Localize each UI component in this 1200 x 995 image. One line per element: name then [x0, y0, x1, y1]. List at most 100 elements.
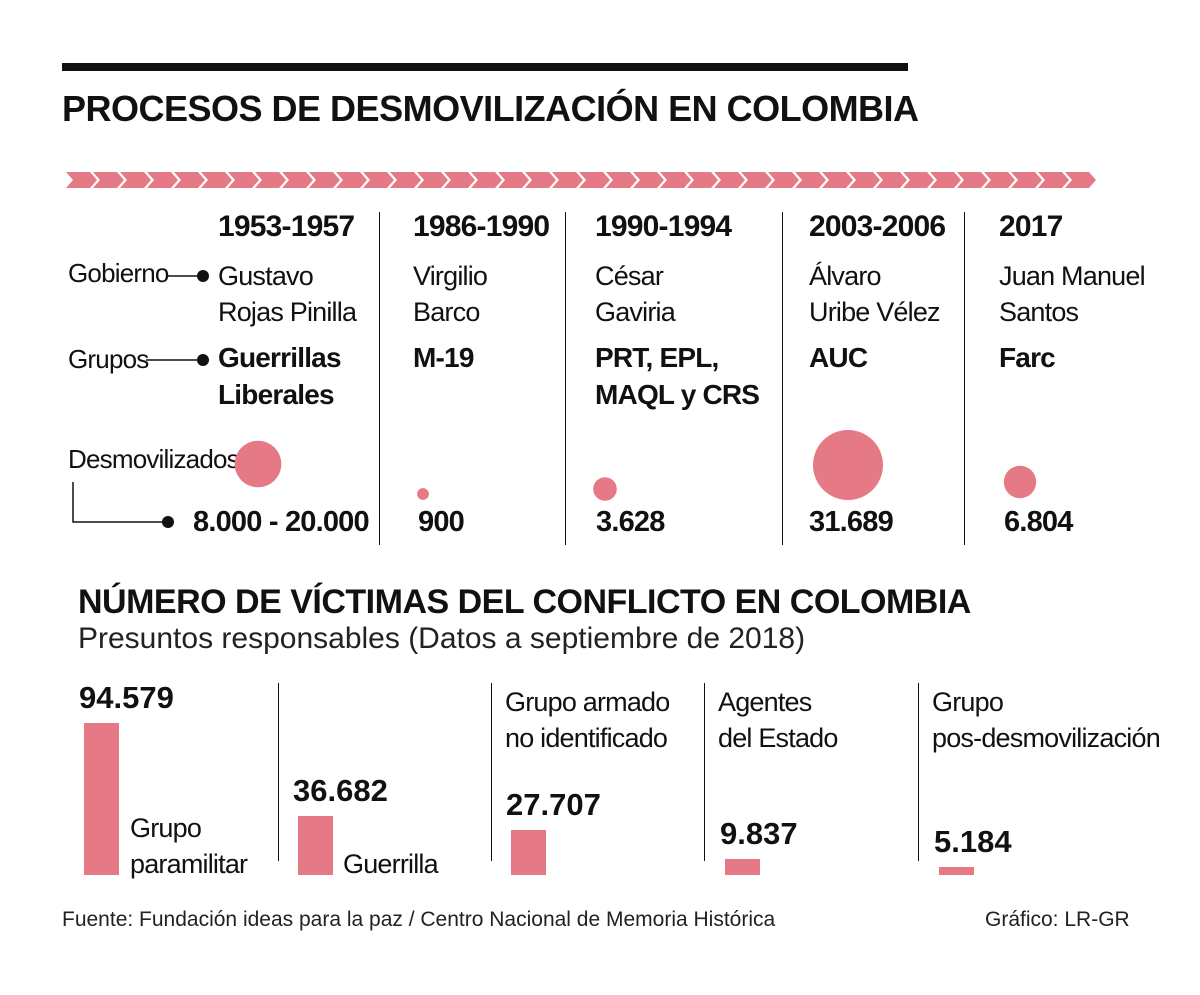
chevron-32 [930, 172, 961, 188]
process-years: 2003-2006 [809, 210, 946, 243]
process-group: Guerrillas [218, 342, 342, 373]
bar-label-paramilitar: paramilitar [130, 849, 248, 879]
chevron-27 [795, 172, 826, 188]
bar-separator [278, 683, 279, 861]
process-demobilized: 31.689 [809, 506, 894, 538]
bar-value-guerrilla: 36.682 [293, 773, 388, 809]
chevron-12 [390, 172, 421, 188]
chevron-band [66, 172, 1096, 188]
bubble-1953-1957 [234, 440, 282, 488]
bar-label-paramilitar: Grupo [130, 813, 202, 843]
bar-separator [491, 683, 492, 861]
chevron-29 [849, 172, 880, 188]
row-connectors [72, 270, 209, 528]
chevron-22 [660, 172, 691, 188]
column-separator [782, 212, 783, 545]
bar-label-guerrilla: Guerrilla [343, 849, 439, 879]
bar-label-pos-desmovilizacion: Grupo [932, 687, 1004, 717]
demobilized-bubbles [234, 430, 1037, 501]
chevron-5 [201, 172, 232, 188]
chevron-28 [822, 172, 853, 188]
bar-value-agentes-estado: 9.837 [720, 816, 798, 852]
process-government: César [595, 261, 664, 291]
bar-no-identificado [511, 830, 546, 875]
column-separator [964, 212, 965, 545]
process-government: Barco [413, 297, 480, 327]
process-government: Rojas Pinilla [218, 297, 357, 327]
process-group: MAQL y CRS [595, 379, 760, 410]
bar-label-agentes-estado: del Estado [718, 723, 838, 753]
process-group: Liberales [218, 379, 335, 410]
chevron-6 [228, 172, 259, 188]
chevron-26 [768, 172, 799, 188]
chevron-37 [1065, 172, 1096, 188]
process-years: 2017 [999, 210, 1063, 243]
bar-label-no-identificado: no identificado [505, 723, 668, 753]
chevron-19 [579, 172, 610, 188]
chevron-16 [498, 172, 529, 188]
bar-value-paramilitar: 94.579 [79, 680, 174, 715]
bar-label-pos-desmovilizacion: pos-desmovilización [932, 723, 1161, 753]
connector-dot-gobierno [197, 270, 209, 282]
connector-desmovilizados [72, 482, 165, 523]
process-government: Uribe Vélez [809, 297, 941, 327]
victims-title: NÚMERO DE VÍCTIMAS DEL CONFLICTO EN COLO… [78, 583, 971, 621]
chevron-35 [1011, 172, 1042, 188]
bar-separator [918, 683, 919, 861]
bar-label-no-identificado: Grupo armado [505, 687, 670, 717]
chevron-8 [282, 172, 313, 188]
chevron-3 [147, 172, 178, 188]
bar-label-agentes-estado: Agentes [718, 687, 812, 717]
chevron-34 [984, 172, 1015, 188]
chevron-36 [1038, 172, 1069, 188]
footer-source: Fuente: Fundación ideas para la paz / Ce… [62, 908, 776, 931]
chevron-23 [687, 172, 718, 188]
process-government: Virgilio [413, 261, 488, 291]
process-group: M-19 [413, 342, 474, 373]
chevron-9 [309, 172, 340, 188]
bar-agentes-estado [725, 859, 760, 875]
bubble-2003-2006 [813, 430, 883, 500]
process-group: AUC [809, 342, 868, 373]
bar-separator [704, 683, 705, 861]
chevron-0 [66, 172, 97, 188]
process-group: Farc [999, 342, 1056, 373]
process-demobilized: 8.000 - 20.000 [193, 506, 370, 538]
footer-credit: Gráfico: LR-GR [985, 908, 1130, 931]
process-government: Gustavo [218, 261, 314, 291]
chevron-25 [741, 172, 772, 188]
bar-paramilitar [84, 723, 119, 875]
column-separator [565, 212, 566, 545]
process-years: 1990-1994 [595, 210, 732, 243]
bubble-1986-1990 [417, 488, 429, 500]
main-title: PROCESOS DE DESMOVILIZACIÓN EN COLOMBIA [62, 88, 919, 129]
victims-subtitle: Presuntos responsables (Datos a septiemb… [78, 622, 806, 655]
chevron-11 [363, 172, 394, 188]
column-separator [379, 212, 380, 545]
bar-guerrilla [298, 816, 333, 875]
bar-value-pos-desmovilizacion: 5.184 [934, 823, 1012, 859]
bubble-2017 [1003, 465, 1037, 499]
process-government: Juan Manuel [999, 261, 1146, 291]
process-government: Gaviria [595, 297, 676, 327]
chevron-31 [903, 172, 934, 188]
chevron-18 [552, 172, 583, 188]
top-rule [62, 63, 908, 71]
process-demobilized: 900 [418, 506, 465, 538]
chevron-24 [714, 172, 745, 188]
chevron-21 [633, 172, 664, 188]
chevron-7 [255, 172, 286, 188]
process-government: Santos [999, 297, 1079, 327]
chevron-33 [957, 172, 988, 188]
row-label-gobierno: Gobierno [68, 258, 169, 288]
row-label-desmovilizados: Desmovilizados [68, 444, 240, 474]
chevron-14 [444, 172, 475, 188]
connector-dot-desmovilizados [162, 516, 174, 528]
chevron-30 [876, 172, 907, 188]
process-group: PRT, EPL, [595, 342, 719, 373]
connector-dot-grupos [197, 354, 209, 366]
chevron-10 [336, 172, 367, 188]
chevron-2 [120, 172, 151, 188]
chevron-20 [606, 172, 637, 188]
chevron-13 [417, 172, 448, 188]
